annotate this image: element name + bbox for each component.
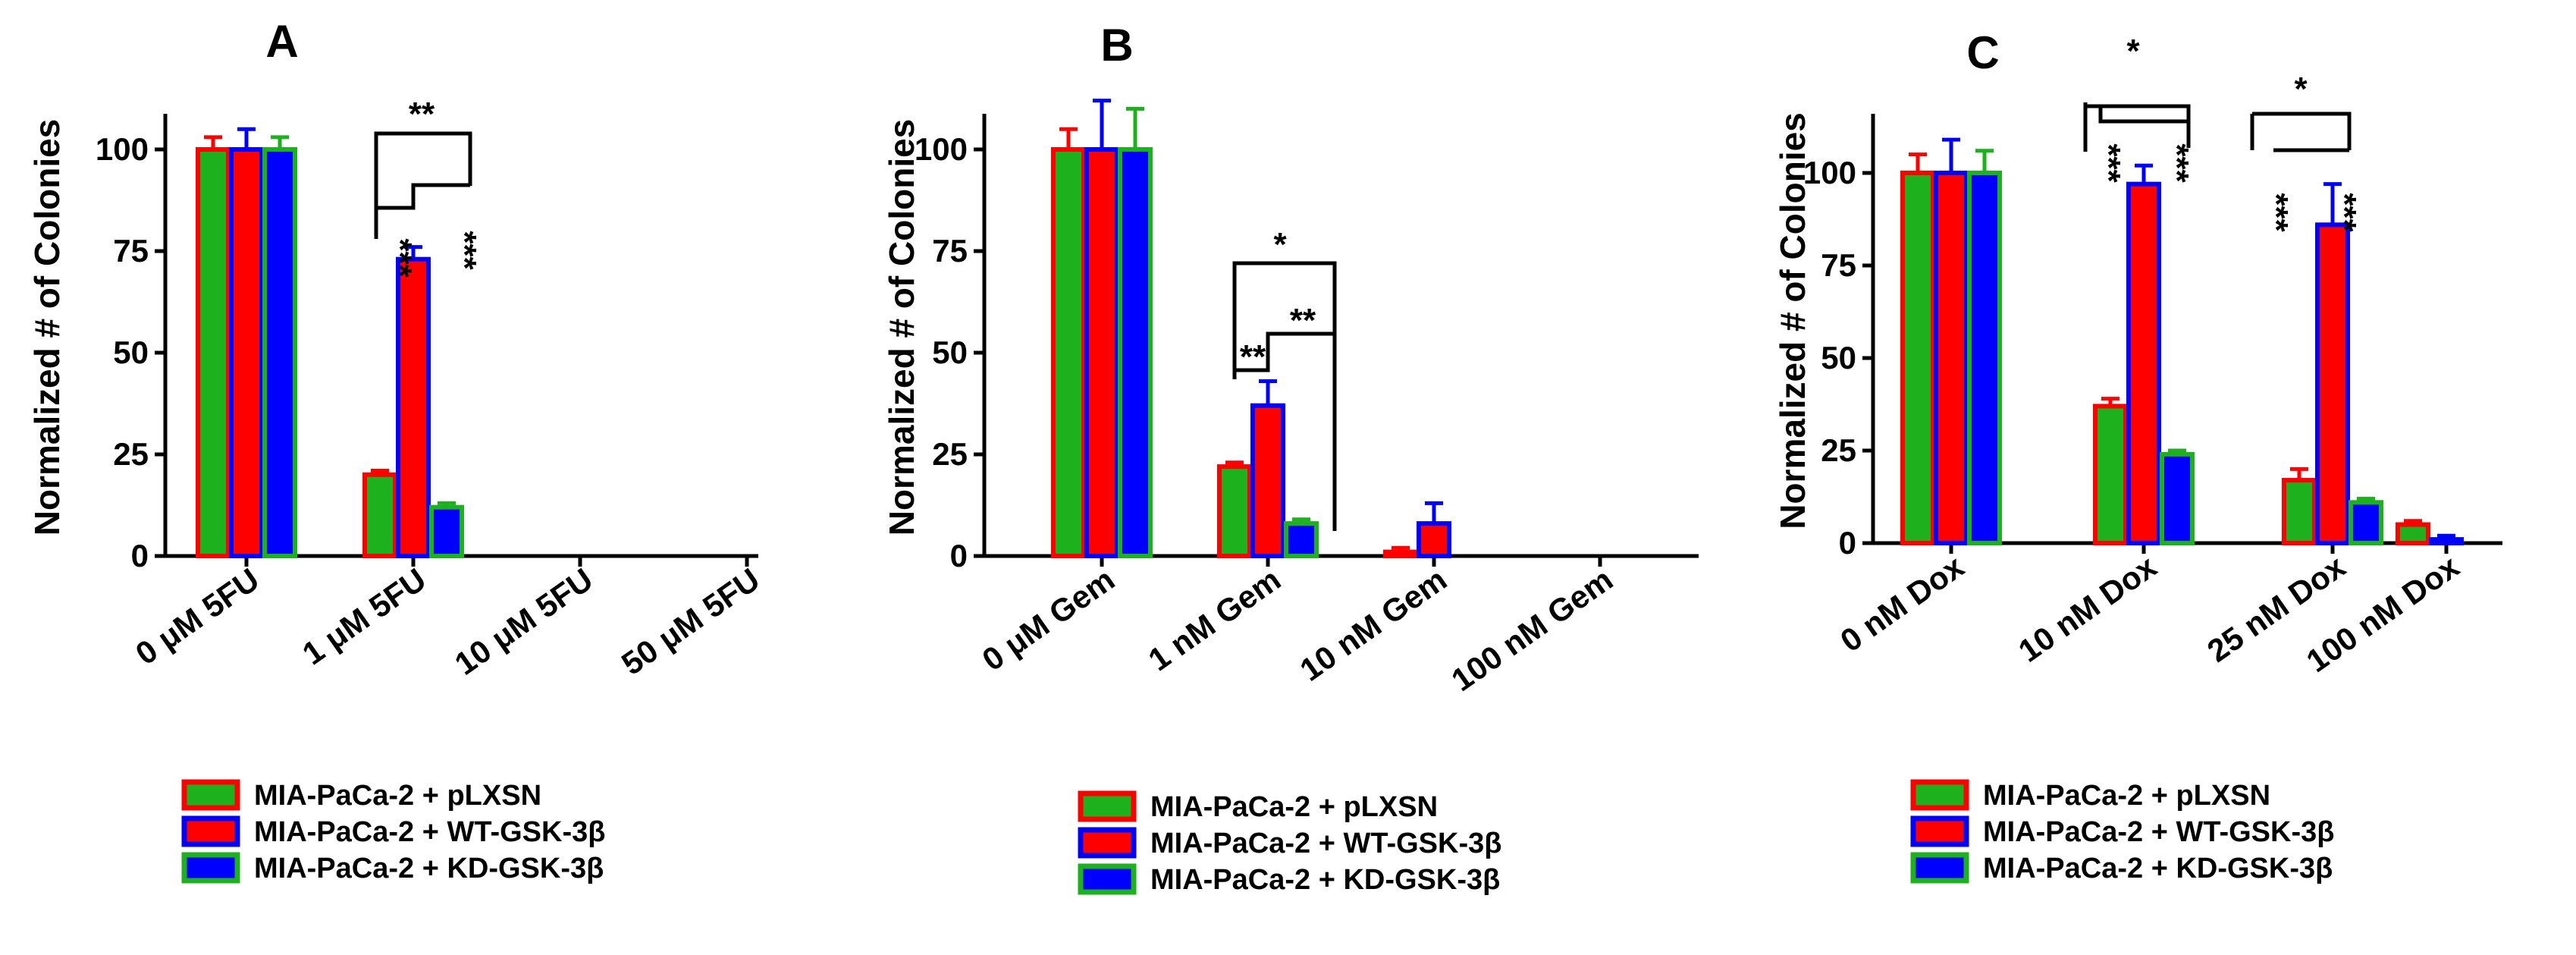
- y-tick-label: 75: [932, 233, 968, 269]
- significance-stars: ***: [2326, 193, 2363, 232]
- significance-stars: **: [1290, 302, 1316, 339]
- y-axis-label: Normalized # of Colonies: [1773, 112, 1812, 529]
- y-tick-label: 75: [1821, 247, 1856, 283]
- significance-stars: *: [1273, 226, 1287, 263]
- bar: [429, 504, 464, 558]
- legend-label: MIA-PaCa-2 + KD-GSK-3β: [1983, 853, 2333, 884]
- significance-stars: *: [2126, 33, 2140, 70]
- panel-a: A Normalized # of Colonies 0 25 50 75 100 0 μM …: [27, 16, 766, 884]
- y-axis-label: Normalized # of Colonies: [27, 119, 67, 536]
- bar: [2315, 222, 2350, 545]
- bar: [2349, 500, 2383, 546]
- legend-swatch: [1910, 815, 1969, 847]
- legend-label: MIA-PaCa-2 + KD-GSK-3β: [1150, 864, 1500, 896]
- significance-stars: ***: [2258, 193, 2295, 232]
- x-tick-label: 1 nM Gem: [1142, 561, 1287, 678]
- significance-bracket: [1235, 331, 1335, 372]
- significance-stars: **: [409, 96, 435, 133]
- panel-label: B: [1100, 20, 1133, 71]
- x-tick-label: 10 nM Dox: [2012, 548, 2163, 669]
- x-tick-label: 1 μM 5FU: [296, 561, 432, 672]
- panel-label: A: [265, 16, 298, 67]
- y-tick-label: 25: [1821, 432, 1856, 468]
- y-tick-label: 75: [113, 233, 149, 269]
- x-tick-label: 100 nM Gem: [1445, 561, 1620, 698]
- y-tick-label: 0: [131, 538, 149, 573]
- significance-stars: ***: [381, 238, 419, 278]
- bar: [2093, 404, 2128, 545]
- bar: [196, 147, 231, 558]
- panel-c: C Normalized # of Colonies 0 25 50 75 100 0 nM …: [1773, 27, 2502, 884]
- significance-bracket: [2085, 104, 2191, 148]
- legend-swatch: [1078, 827, 1137, 859]
- x-tick-label: 50 μM 5FU: [615, 561, 766, 682]
- legend-swatch: [181, 779, 240, 811]
- bar: [1250, 403, 1285, 558]
- x-tick-label: 10 nM Gem: [1294, 561, 1454, 688]
- bar: [1217, 464, 1252, 559]
- bar: [1284, 521, 1319, 558]
- y-axis-label: Normalized # of Colonies: [882, 119, 921, 536]
- significance-bracket: [1232, 261, 1337, 531]
- bar: [2282, 478, 2317, 545]
- significance-stars: ***: [2158, 143, 2195, 183]
- y-tick-label: 50: [1821, 340, 1856, 375]
- bar: [396, 256, 431, 558]
- significance-bracket: [376, 183, 470, 210]
- significance-stars: *: [2294, 71, 2308, 108]
- bar: [1051, 147, 1086, 558]
- legend-label: MIA-PaCa-2 + pLXSN: [254, 780, 541, 812]
- significance-stars: **: [1240, 338, 1266, 375]
- x-tick-label: 0 μM Gem: [976, 561, 1121, 678]
- y-tick-label: 0: [950, 538, 968, 573]
- y-tick-label: 0: [1839, 525, 1856, 561]
- bar: [262, 147, 297, 558]
- bar: [1118, 147, 1153, 558]
- bar: [2396, 522, 2430, 545]
- legend-swatch: [1910, 779, 1969, 811]
- significance-stars: ***: [446, 231, 483, 270]
- legend-swatch: [181, 815, 240, 847]
- bar: [1383, 549, 1418, 559]
- y-tick-label: 25: [113, 436, 149, 472]
- legend-swatch: [1910, 852, 1969, 884]
- significance-bracket: [2098, 106, 2189, 124]
- significance-bracket: [2252, 112, 2352, 150]
- y-tick-label: 25: [932, 436, 968, 472]
- legend-label: MIA-PaCa-2 + pLXSN: [1150, 791, 1438, 823]
- y-tick-label: 100: [1803, 155, 1856, 190]
- legend-label: MIA-PaCa-2 + KD-GSK-3β: [254, 853, 604, 884]
- legend-label: MIA-PaCa-2 + WT-GSK-3β: [1150, 828, 1501, 859]
- bar: [2126, 181, 2161, 545]
- y-tick-label: 100: [915, 131, 968, 167]
- x-tick-label: 0 nM Dox: [1834, 548, 1970, 659]
- bar: [1934, 171, 1969, 545]
- legend-label: MIA-PaCa-2 + WT-GSK-3β: [1983, 816, 2334, 848]
- legend-label: MIA-PaCa-2 + WT-GSK-3β: [254, 816, 605, 848]
- x-tick-label: 0 μM 5FU: [129, 561, 265, 672]
- significance-stars: ***: [2090, 143, 2127, 183]
- bar: [1084, 147, 1119, 558]
- y-tick-label: 50: [932, 335, 968, 370]
- y-tick-label: 100: [96, 131, 149, 167]
- legend-swatch: [181, 852, 240, 884]
- y-tick-label: 50: [113, 335, 149, 370]
- bar: [2429, 537, 2464, 545]
- legend-label: MIA-PaCa-2 + pLXSN: [1983, 780, 2270, 812]
- bar: [2160, 451, 2195, 546]
- bar: [1900, 171, 1935, 545]
- panel-b: B Normalized # of Colonies 0 25 50 75 100 0 μM …: [882, 20, 1699, 896]
- legend-swatch: [1078, 790, 1137, 822]
- significance-bracket: [374, 131, 472, 239]
- panel-label: C: [1966, 27, 1999, 78]
- bar: [229, 147, 264, 558]
- bar: [1967, 171, 2002, 545]
- legend-swatch: [1078, 863, 1137, 895]
- bar: [362, 472, 397, 558]
- x-tick-label: 10 μM 5FU: [448, 561, 599, 682]
- bar: [1417, 521, 1451, 558]
